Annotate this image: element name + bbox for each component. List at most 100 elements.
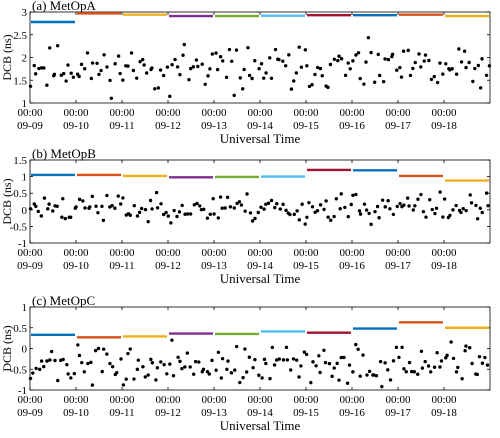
- data-point: [94, 204, 98, 208]
- data-point: [83, 206, 87, 210]
- data-point: [365, 373, 369, 377]
- x-tick-time: 00:00: [201, 107, 227, 119]
- data-point: [56, 378, 60, 383]
- data-point: [218, 195, 223, 199]
- data-point: [205, 369, 210, 374]
- data-point: [469, 201, 474, 205]
- data-point: [219, 376, 224, 380]
- data-point: [101, 347, 106, 351]
- data-point: [187, 77, 191, 82]
- data-point: [60, 215, 64, 219]
- data-point: [281, 202, 285, 207]
- data-point: [442, 197, 447, 201]
- data-point: [401, 49, 406, 53]
- data-point: [192, 203, 197, 207]
- x-tick-date: 09-13: [201, 120, 227, 132]
- data-point: [423, 53, 428, 57]
- y-tick-label: -1: [18, 385, 27, 397]
- x-tick-time: 00:00: [201, 394, 227, 406]
- data-point: [484, 73, 489, 77]
- data-point: [135, 367, 140, 372]
- data-point: [202, 207, 206, 212]
- data-point: [405, 196, 410, 200]
- data-point: [93, 348, 98, 353]
- data-point: [216, 216, 221, 220]
- data-point: [397, 355, 401, 360]
- data-point: [284, 345, 289, 350]
- data-point: [394, 345, 399, 350]
- data-point: [463, 349, 467, 353]
- data-point: [483, 355, 487, 360]
- data-point: [408, 73, 413, 78]
- data-point: [77, 353, 82, 358]
- data-point: [477, 354, 482, 359]
- data-point: [185, 351, 190, 355]
- data-point: [264, 202, 268, 206]
- data-point: [74, 205, 78, 209]
- data-point: [234, 48, 239, 52]
- data-point: [432, 74, 436, 79]
- data-point: [407, 360, 412, 365]
- data-point: [248, 211, 253, 215]
- x-tick-date: 09-16: [339, 407, 365, 419]
- data-point: [81, 199, 85, 203]
- data-point: [247, 73, 252, 78]
- data-point: [358, 212, 363, 216]
- data-point: [336, 58, 340, 63]
- data-point: [288, 368, 293, 372]
- data-point: [448, 213, 452, 218]
- data-point: [262, 207, 266, 211]
- data-point: [303, 48, 308, 52]
- x-tick-date: 09-18: [431, 407, 457, 419]
- data-point: [220, 206, 224, 210]
- data-point: [369, 50, 373, 55]
- data-point: [234, 344, 239, 349]
- x-tick-time: 00:00: [293, 107, 319, 119]
- data-point: [274, 358, 279, 362]
- x-tick-time: 00:00: [339, 107, 365, 119]
- data-point: [438, 190, 442, 194]
- data-point: [113, 206, 117, 210]
- data-point: [297, 45, 301, 49]
- data-point: [82, 370, 86, 374]
- data-point: [42, 66, 46, 70]
- data-point: [454, 370, 459, 374]
- data-point: [232, 93, 236, 98]
- data-point: [358, 76, 362, 81]
- data-point: [210, 52, 215, 56]
- data-point: [399, 75, 404, 79]
- data-point: [28, 84, 33, 88]
- data-point: [90, 61, 95, 65]
- data-point: [406, 48, 410, 53]
- data-point: [313, 210, 317, 214]
- data-point: [417, 52, 421, 56]
- data-point: [225, 195, 230, 200]
- data-point: [324, 199, 328, 203]
- data-point: [90, 383, 95, 387]
- data-point: [273, 205, 277, 210]
- data-point: [310, 205, 315, 209]
- x-tick-date: 09-11: [109, 120, 134, 132]
- data-point: [434, 206, 439, 210]
- data-point: [351, 193, 355, 197]
- data-point: [121, 78, 125, 82]
- data-point: [356, 347, 360, 352]
- data-point: [100, 369, 104, 374]
- data-point: [307, 84, 312, 89]
- data-point: [300, 202, 304, 206]
- data-point: [419, 192, 423, 197]
- data-point: [297, 218, 302, 222]
- data-point: [28, 207, 33, 211]
- data-point: [307, 200, 311, 205]
- y-tick-label: 0: [22, 205, 28, 217]
- data-point: [303, 222, 307, 226]
- data-point: [277, 57, 281, 62]
- x-tick-date: 09-11: [109, 260, 134, 272]
- data-point: [364, 208, 369, 212]
- data-point: [266, 201, 271, 205]
- data-point: [383, 57, 387, 61]
- data-point: [77, 197, 82, 202]
- x-tick-date: 09-14: [247, 407, 273, 419]
- data-point: [294, 71, 299, 75]
- data-point: [268, 56, 272, 60]
